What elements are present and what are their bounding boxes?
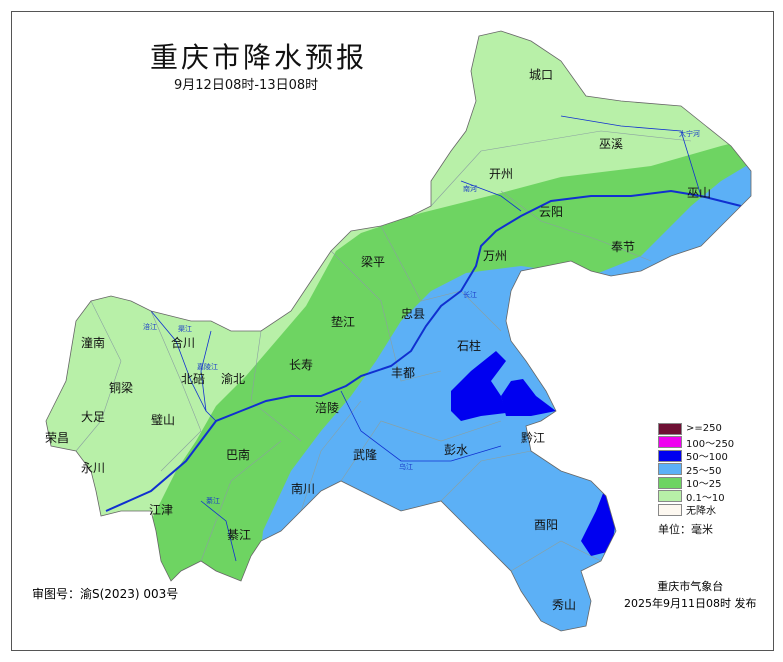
legend-swatch xyxy=(658,463,682,476)
place-label: 巫山 xyxy=(687,186,711,200)
place-label: 江津 xyxy=(149,503,173,517)
legend-item: 25～50 xyxy=(658,463,734,477)
place-label: 渝北 xyxy=(221,371,245,386)
zone-rainstorm xyxy=(501,379,556,416)
place-label: 潼南 xyxy=(81,335,105,350)
legend-item: 无降水 xyxy=(658,503,734,517)
issuer-name: 重庆市气象台 xyxy=(657,580,724,593)
place-label: 大足 xyxy=(81,410,105,424)
legend-swatch xyxy=(658,449,682,462)
map-subtitle: 9月12日08时-13日08时 xyxy=(174,78,319,93)
review-number: 审图号：渝S(2023) 003号 xyxy=(32,587,179,601)
legend-item: 50～100 xyxy=(658,449,734,463)
zone-rainstorm xyxy=(451,351,506,421)
place-label: 长寿 xyxy=(289,358,313,372)
zone-rainstorm xyxy=(581,486,616,556)
river-label: 綦江 xyxy=(206,496,220,505)
district-borders xyxy=(75,130,692,572)
river-label: 大宁河 xyxy=(679,129,700,138)
legend-label: 25～50 xyxy=(686,465,722,477)
map-title: 重庆市降水预报 xyxy=(150,41,368,74)
legend-label: 10～25 xyxy=(686,479,722,491)
river-label: 涪江 xyxy=(143,322,157,331)
legend-item: >=250 xyxy=(658,422,734,436)
legend-item: 100～250 xyxy=(658,436,734,450)
legend: >=250 100～250 50～100 25～50 10～25 0.1～10 无降水 单位… xyxy=(658,422,734,537)
place-label: 綦江 xyxy=(227,528,251,542)
place-label: 奉节 xyxy=(611,240,635,254)
river-label: 嘉陵江 xyxy=(197,362,218,371)
place-label: 永川 xyxy=(81,461,105,475)
place-label: 璧山 xyxy=(151,412,175,427)
place-label: 北碚 xyxy=(181,371,205,386)
place-label: 城口 xyxy=(529,68,553,82)
place-label: 忠县 xyxy=(401,307,425,321)
river-label: 长江 xyxy=(463,290,477,299)
place-label: 酉阳 xyxy=(534,518,558,532)
river-label: 南河 xyxy=(463,184,477,193)
issuer-block: 重庆市气象台 2025年9月11日08时 发布 xyxy=(624,578,756,612)
issue-time: 2025年9月11日08时 发布 xyxy=(624,597,757,610)
place-label: 梁平 xyxy=(361,254,385,269)
place-label: 开州 xyxy=(489,167,513,181)
place-label: 荣昌 xyxy=(45,431,69,445)
legend-swatch xyxy=(658,436,682,449)
river-label: 渠江 xyxy=(178,324,192,333)
place-label: 涪陵 xyxy=(315,400,339,415)
place-label: 武隆 xyxy=(353,447,377,462)
map-frame: 重庆市降水预报 9月12日08时-13日08时 城口巫溪开州云阳奉节 巫山万州 梁平… xyxy=(11,11,774,651)
legend-item: 10～25 xyxy=(658,476,734,490)
place-label: 丰都 xyxy=(391,366,415,380)
river-label: 乌江 xyxy=(399,462,413,471)
place-label: 巫溪 xyxy=(599,137,623,151)
legend-label: 无降水 xyxy=(686,506,716,518)
place-label: 石柱 xyxy=(457,338,481,353)
legend-label: >=250 xyxy=(686,423,722,435)
place-label: 万州 xyxy=(483,249,507,263)
legend-unit: 单位：毫米 xyxy=(658,522,713,536)
legend-swatch xyxy=(658,503,682,516)
tributary-rivers xyxy=(150,115,702,562)
legend-label: 50～100 xyxy=(686,452,728,464)
legend-swatch xyxy=(658,476,682,489)
legend-label: 0.1～10 xyxy=(686,492,725,504)
place-label: 合川 xyxy=(171,335,195,350)
place-label: 南川 xyxy=(291,481,315,496)
legend-label: 100～250 xyxy=(686,438,735,450)
place-label: 垫江 xyxy=(331,314,355,329)
legend-swatch xyxy=(658,422,682,435)
place-label: 巴南 xyxy=(226,447,250,462)
place-label: 彭水 xyxy=(444,443,468,457)
legend-swatch xyxy=(658,490,682,503)
yangtze-river xyxy=(105,189,742,512)
place-label: 黔江 xyxy=(521,430,545,445)
place-label: 秀山 xyxy=(552,598,576,612)
place-label: 云阳 xyxy=(539,205,563,219)
legend-item: 0.1～10 xyxy=(658,490,734,504)
place-label: 铜梁 xyxy=(109,380,133,395)
